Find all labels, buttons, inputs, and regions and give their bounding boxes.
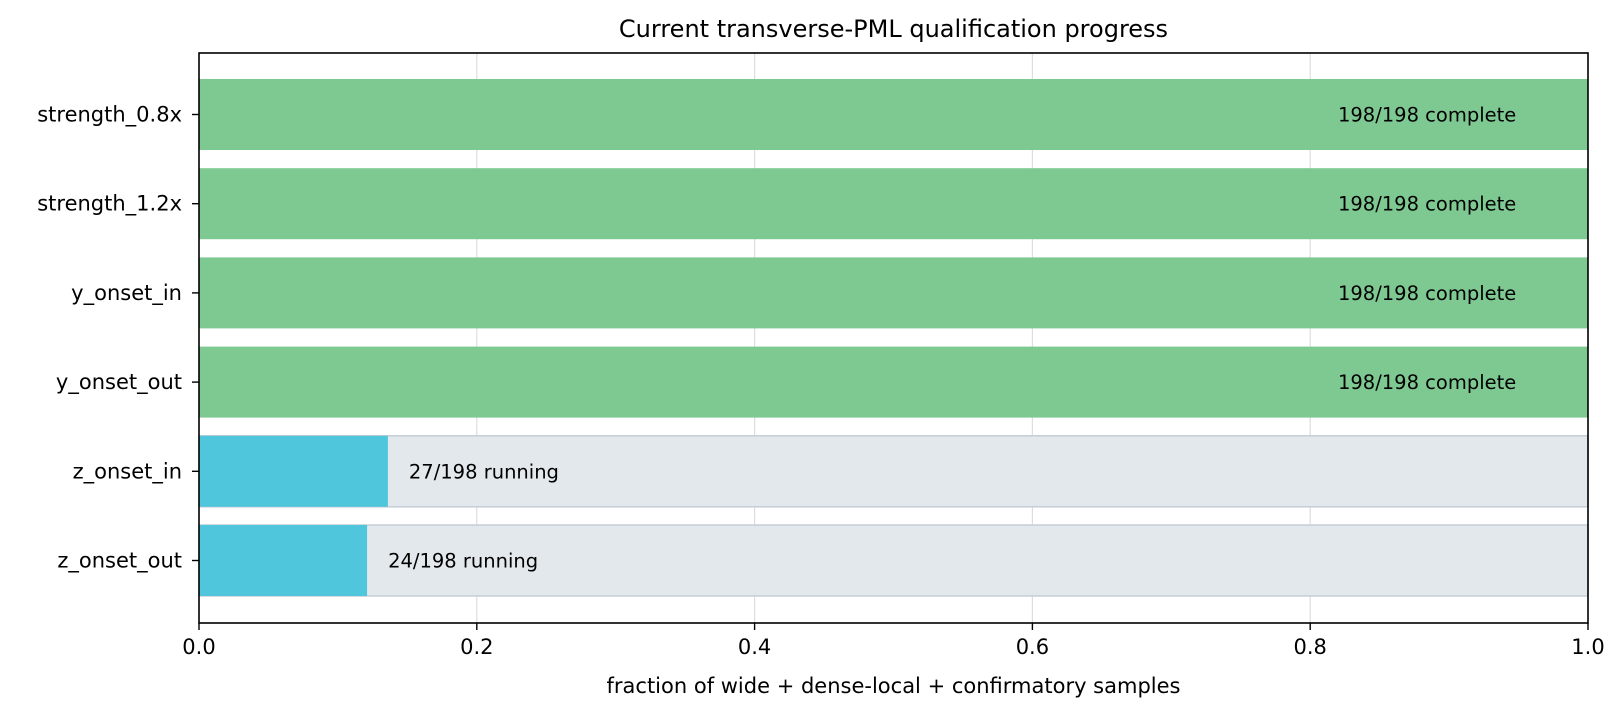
bar-label-z_onset_in: 27/198 running xyxy=(409,460,559,483)
y-tick-label-strength_1.2x: strength_1.2x xyxy=(37,192,182,217)
bar-label-layer: 198/198 complete 198/198 complete 198/198 … xyxy=(388,104,1516,573)
x-tick-label: 0.2 xyxy=(460,635,493,659)
bar-label-strength_0.8x: 198/198 complete xyxy=(1338,104,1516,127)
bar-strength_1.2x xyxy=(199,168,1588,240)
bar-y_onset_in xyxy=(199,257,1588,329)
bar-z_onset_out xyxy=(199,525,368,596)
bar-background-layer xyxy=(198,435,1589,597)
y-tick-label-z_onset_in: z_onset_in xyxy=(73,459,182,484)
bar-label-z_onset_out: 24/198 running xyxy=(388,550,538,573)
bar-label-y_onset_in: 198/198 complete xyxy=(1338,282,1516,305)
bar-track-z_onset_in xyxy=(198,435,1589,508)
chart-title: Current transverse-PML qualification pro… xyxy=(619,15,1168,43)
plot-frame xyxy=(198,52,1589,624)
x-tick-layer: 0.0 0.2 0.4 0.6 0.8 1.0 xyxy=(182,623,1605,659)
bar-label-strength_1.2x: 198/198 complete xyxy=(1338,193,1516,216)
y-tick-layer: strength_0.8x strength_1.2x y_onset_in y_on… xyxy=(37,103,199,574)
y-tick-label-z_onset_out: z_onset_out xyxy=(57,549,182,574)
bar-strength_0.8x xyxy=(199,79,1588,150)
x-tick-label: 0.0 xyxy=(182,635,215,659)
bar-track-z_onset_out xyxy=(198,524,1589,597)
x-axis-label: fraction of wide + dense-local + confirm… xyxy=(607,674,1181,698)
bar-label-y_onset_out: 198/198 complete xyxy=(1338,371,1516,394)
y-tick-label-y_onset_out: y_onset_out xyxy=(56,370,182,395)
x-tick-label: 0.6 xyxy=(1016,635,1049,659)
bar-y_onset_out xyxy=(199,346,1588,418)
x-tick-label: 0.4 xyxy=(738,635,771,659)
bar-z_onset_in xyxy=(199,435,388,507)
bar-layer xyxy=(199,79,1588,596)
x-tick-label: 1.0 xyxy=(1571,635,1604,659)
y-tick-label-y_onset_in: y_onset_in xyxy=(71,281,182,306)
y-tick-label-strength_0.8x: strength_0.8x xyxy=(37,103,182,128)
x-tick-label: 0.8 xyxy=(1293,635,1326,659)
